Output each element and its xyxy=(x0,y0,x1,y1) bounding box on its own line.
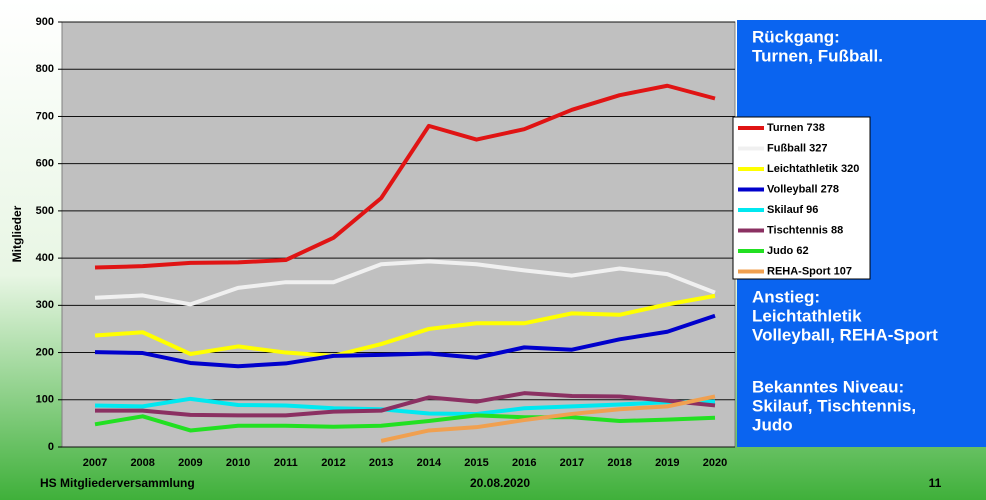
y-tick-label: 500 xyxy=(36,205,54,217)
series-line xyxy=(380,394,716,443)
y-axis-label: Mitglieder xyxy=(10,205,24,262)
series-line xyxy=(94,83,716,270)
x-tick-label: 2014 xyxy=(417,457,442,469)
panel-text: Volleyball, REHA-Sport xyxy=(752,325,938,344)
legend-label: Fußball 327 xyxy=(767,142,828,154)
x-tick-label: 2013 xyxy=(369,457,393,469)
footer-text: HS Mitgliederversammlung xyxy=(40,476,195,490)
x-tick-label: 2008 xyxy=(130,457,154,469)
series-line xyxy=(94,396,716,416)
x-tick-label: 2015 xyxy=(464,457,488,469)
legend-label: Skilauf 96 xyxy=(767,204,818,216)
y-tick-label: 100 xyxy=(36,394,54,406)
y-tick-label: 800 xyxy=(36,63,54,75)
legend-label: Volleyball 278 xyxy=(767,183,839,195)
x-tick-label: 2007 xyxy=(83,457,107,469)
y-tick-label: 400 xyxy=(36,252,54,264)
y-tick-label: 200 xyxy=(36,346,54,358)
footer-text: 11 xyxy=(929,476,942,490)
y-tick-label: 600 xyxy=(36,158,54,170)
series-line xyxy=(94,259,716,307)
x-tick-label: 2016 xyxy=(512,457,536,469)
x-tick-label: 2011 xyxy=(274,457,298,469)
y-tick-label: 0 xyxy=(48,441,54,453)
x-tick-label: 2009 xyxy=(178,457,202,469)
x-tick-label: 2017 xyxy=(560,457,584,469)
x-tick-label: 2018 xyxy=(607,457,631,469)
x-tick-label: 2019 xyxy=(655,457,679,469)
y-tick-label: 300 xyxy=(36,299,54,311)
legend-label: Tischtennis 88 xyxy=(767,224,843,236)
panel-text: Leichtathletik xyxy=(752,306,862,325)
legend-label: Turnen 738 xyxy=(767,122,825,134)
series-line xyxy=(94,413,716,433)
panel-text: Turnen, Fußball. xyxy=(752,46,883,65)
y-tick-label: 900 xyxy=(36,16,54,28)
x-tick-label: 2012 xyxy=(321,457,345,469)
footer-text: 20.08.2020 xyxy=(470,476,530,490)
plot-area xyxy=(61,21,736,448)
panel-text: Skilauf, Tischtennis, xyxy=(752,396,916,415)
panel-text: Judo xyxy=(752,415,793,434)
x-tick-label: 2010 xyxy=(226,457,250,469)
legend-label: Leichtathletik 320 xyxy=(767,163,859,175)
panel-text: Rückgang: xyxy=(752,27,840,46)
series-line xyxy=(95,391,716,418)
series-line xyxy=(94,313,716,369)
legend-label: REHA-Sport 107 xyxy=(767,265,852,277)
x-tick-label: 2020 xyxy=(703,457,727,469)
legend-label: Judo 62 xyxy=(767,245,809,257)
panel-text: Bekanntes Niveau: xyxy=(752,377,904,396)
panel-text: Anstieg: xyxy=(752,287,820,306)
series-line xyxy=(94,293,716,358)
y-tick-label: 700 xyxy=(36,110,54,122)
